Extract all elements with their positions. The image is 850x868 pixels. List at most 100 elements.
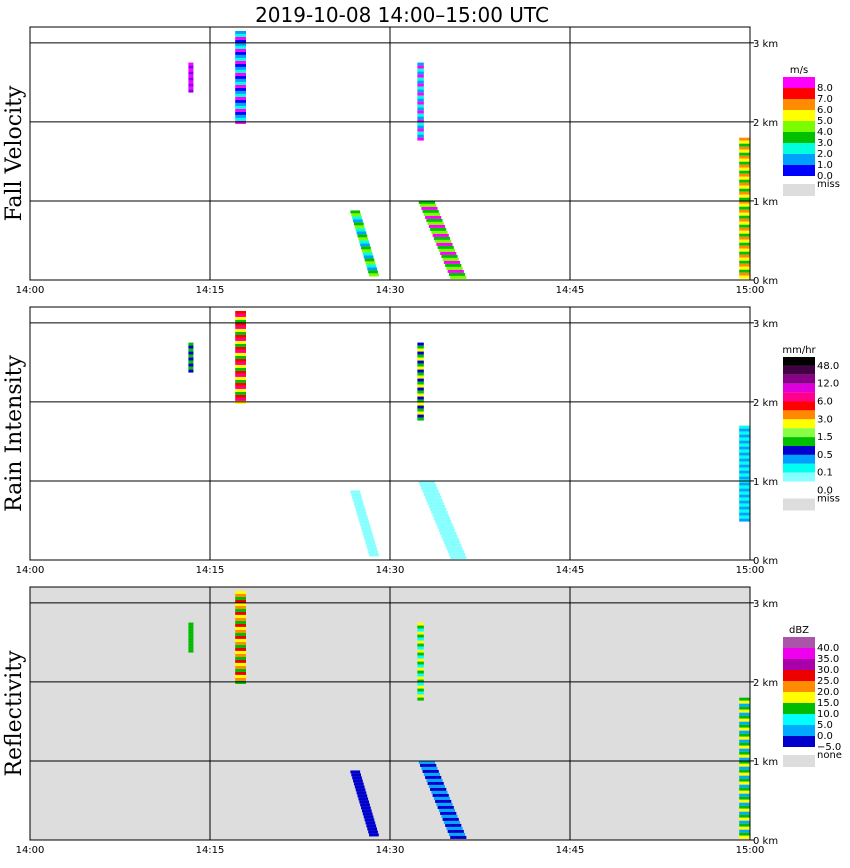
plot-frame <box>29 306 751 561</box>
echo-pixel <box>739 790 750 794</box>
echo-pixel <box>235 57 246 61</box>
echo-pixel <box>739 739 750 743</box>
y-tick-label: 2 km <box>753 678 778 689</box>
echo-pixel <box>417 628 424 632</box>
echo-pixel <box>430 787 447 791</box>
echo-pixel <box>448 272 466 276</box>
echo-pixel <box>235 677 246 681</box>
echo-pixel <box>235 680 246 684</box>
echo-pixel <box>188 351 194 355</box>
colorbar-label: 40.0 <box>817 643 839 654</box>
echo-pixel <box>739 509 750 513</box>
echo-pixel <box>739 212 750 216</box>
echo-pixel <box>450 835 467 839</box>
echo-pixel <box>417 354 424 358</box>
echo-pixel <box>739 152 750 156</box>
echo-pixel <box>739 476 750 480</box>
echo-pixel <box>442 257 459 261</box>
y-axis-label: Rain Intensity <box>2 354 27 511</box>
echo-feature <box>739 697 750 839</box>
echo-pixel <box>357 794 368 798</box>
echo-pixel <box>443 540 461 544</box>
echo-pixel <box>739 772 750 776</box>
echo-feature <box>417 342 424 421</box>
colorbar-label: 6.0 <box>817 397 833 408</box>
echo-pixel <box>362 812 373 816</box>
echo-pixel <box>447 829 464 833</box>
x-tick-label: 14:00 <box>16 285 45 296</box>
echo-pixel <box>417 107 424 111</box>
echo-pixel <box>428 504 446 508</box>
echo-pixel <box>235 379 246 383</box>
echo-pixel <box>436 242 453 246</box>
echo-pixel <box>418 480 435 484</box>
echo-pixel <box>362 532 373 536</box>
echo-pixel <box>423 492 441 496</box>
echo-pixel <box>235 60 246 64</box>
echo-pixel <box>739 146 750 150</box>
colorbar-label: 6.0 <box>817 105 833 116</box>
x-tick-label: 14:45 <box>556 565 585 576</box>
echo-pixel <box>367 547 378 551</box>
echo-pixel <box>739 796 750 800</box>
echo-pixel <box>739 137 750 141</box>
echo-pixel <box>351 493 362 497</box>
echo-feature <box>739 137 750 279</box>
echo-pixel <box>739 760 750 764</box>
echo-pixel <box>235 316 246 320</box>
echo-pixel <box>432 793 449 797</box>
echo-pixel <box>235 370 246 374</box>
colorbar-swatch <box>783 670 815 681</box>
echo-pixel <box>432 513 449 517</box>
colorbar-label: 10.0 <box>817 709 839 720</box>
colorbar-label: 0.5 <box>817 450 833 461</box>
echo-pixel <box>739 248 750 252</box>
echo-pixel <box>422 489 439 493</box>
echo-feature <box>417 62 424 141</box>
y-tick-label: 3 km <box>753 599 778 610</box>
echo-pixel <box>369 553 379 557</box>
echo-feature <box>417 622 424 701</box>
echo-pixel <box>739 140 750 144</box>
echo-pixel <box>420 763 437 767</box>
echo-pixel <box>417 360 424 364</box>
echo-pixel <box>417 625 424 629</box>
echo-pixel <box>235 644 246 648</box>
echo-pixel <box>235 608 246 612</box>
echo-pixel <box>422 209 439 213</box>
echo-pixel <box>417 125 424 129</box>
echo-pixel <box>417 71 424 75</box>
echo-pixel <box>417 131 424 135</box>
echo-pixel <box>235 337 246 341</box>
echo-pixel <box>235 42 246 46</box>
echo-pixel <box>739 829 750 833</box>
echo-pixel <box>235 400 246 404</box>
echo-pixel <box>235 376 246 380</box>
echo-pixel <box>417 62 424 66</box>
echo-pixel <box>417 80 424 84</box>
echo-pixel <box>441 814 458 818</box>
echo-pixel <box>417 643 424 647</box>
colorbar-swatch <box>783 132 815 143</box>
echo-pixel <box>417 119 424 123</box>
echo-pixel <box>366 544 377 548</box>
echo-pixel <box>235 63 246 67</box>
colorbar-swatch <box>783 446 815 455</box>
echo-pixel <box>426 218 443 222</box>
echo-pixel <box>235 48 246 52</box>
echo-pixel <box>235 322 246 326</box>
echo-pixel <box>421 766 438 770</box>
echo-pixel <box>417 92 424 96</box>
figure-title: 2019-10-08 14:00–15:00 UTC <box>255 3 549 27</box>
echo-pixel <box>739 236 750 240</box>
echo-pixel <box>739 482 750 486</box>
echo-pixel <box>235 394 246 398</box>
colorbar-swatch <box>783 472 815 482</box>
echo-pixel <box>739 805 750 809</box>
echo-pixel <box>355 788 366 792</box>
echo-pixel <box>235 334 246 338</box>
echo-pixel <box>739 488 750 492</box>
colorbar-label: 4.0 <box>817 127 833 138</box>
echo-pixel <box>352 776 362 780</box>
echo-pixel <box>188 628 194 632</box>
